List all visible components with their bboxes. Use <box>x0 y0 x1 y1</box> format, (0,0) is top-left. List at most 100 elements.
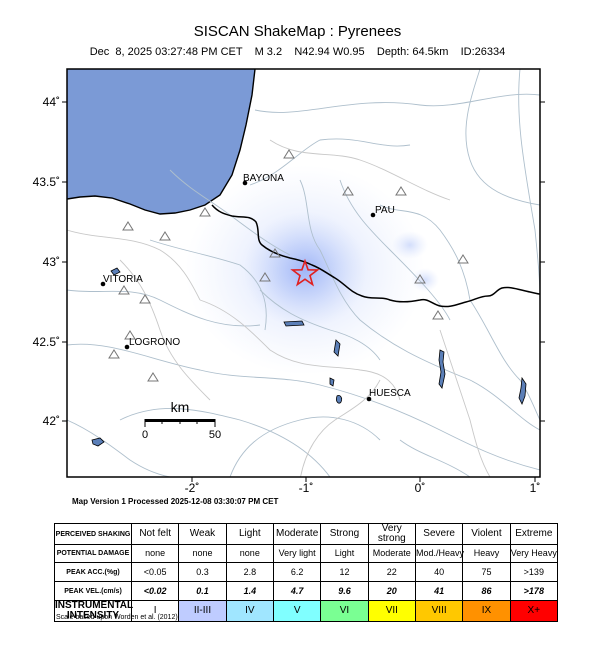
instrumental-intensity-row: INSTRUMENTAL INTENSITY I II-III IV V VI VII VII… <box>54 600 559 622</box>
station-triangle <box>414 274 426 284</box>
legend-cell: Very strong <box>367 523 416 545</box>
intensity-cell: VI <box>320 600 369 622</box>
city-marker <box>242 180 248 186</box>
map-frame <box>66 68 541 478</box>
legend-cell: Mod./Heavy <box>414 544 464 563</box>
city-label-huesca: HUESCA <box>369 388 411 399</box>
coastline <box>67 69 256 215</box>
intensity-cell: IX <box>462 600 511 622</box>
legend-cell: Extreme <box>509 523 559 545</box>
lon-label: 0˚ <box>415 481 426 495</box>
station-triangle <box>457 254 469 264</box>
lake <box>336 395 343 404</box>
legend-cell: Weak <box>178 523 227 545</box>
station-triangle <box>283 149 295 159</box>
city-marker <box>370 212 376 218</box>
shaking-patch <box>411 268 439 292</box>
intensity-cell: II-III <box>178 600 227 622</box>
lat-label: 42.5˚ <box>33 335 60 349</box>
station-triangle <box>199 207 211 217</box>
shaking-patch <box>392 231 428 259</box>
lat-label: 43˚ <box>43 255 60 269</box>
perceived-shaking-row: PERCEIVED SHAKING Not felt Weak Light Modera… <box>54 523 559 545</box>
national-border <box>211 204 540 308</box>
cities: BAYONA PAU VITORIA LOGRONO HUESCA <box>100 173 411 402</box>
station-triangle <box>139 294 151 304</box>
scale-min-label: 0 <box>142 429 148 441</box>
legend-cell: 75 <box>462 562 511 582</box>
seismic-stations <box>108 149 469 382</box>
lat-ticks <box>62 101 545 422</box>
map-version: Map Version 1 Processed 2025-12-08 03:30… <box>72 497 279 506</box>
station-triangle <box>147 372 159 382</box>
reservoir <box>518 376 527 405</box>
lat-label: 44˚ <box>43 95 60 109</box>
reservoir <box>329 377 335 387</box>
peak-acc-row: PEAK ACC.(%g) <0.05 0.3 2.8 6.2 12 22 40 75 >139 <box>54 562 559 582</box>
lon-label: -1˚ <box>299 481 314 495</box>
legend-cell: 22 <box>367 562 416 582</box>
legend-cell: none <box>225 544 274 563</box>
station-triangle <box>395 186 407 196</box>
station-triangle <box>342 186 354 196</box>
intensity-cell: X+ <box>509 600 559 622</box>
legend-cell: 9.6 <box>320 581 369 601</box>
station-triangle <box>124 330 136 340</box>
intensity-cell: V <box>272 600 322 622</box>
city-marker <box>366 396 372 402</box>
lat-label: 42˚ <box>43 414 60 428</box>
legend-cell: Very light <box>272 544 322 563</box>
legend-cell: Severe <box>414 523 464 545</box>
legend-cell: 86 <box>462 581 511 601</box>
legend-cell: 1.4 <box>225 581 274 601</box>
shakemap: BAYONA PAU VITORIA LOGRONO HUESCA km 0 5… <box>33 68 545 495</box>
lon-label: 1˚ <box>530 481 541 495</box>
lon-ticks <box>191 477 536 482</box>
scale-max-label: 50 <box>209 429 221 441</box>
legend-cell: <0.05 <box>130 562 180 582</box>
legend-row-header: PERCEIVED SHAKING <box>54 523 132 545</box>
intensity-cell: VII <box>367 600 416 622</box>
station-triangle <box>432 310 444 320</box>
lake <box>283 320 305 327</box>
intensity-cell: VIII <box>414 600 464 622</box>
lon-label: -2˚ <box>185 481 200 495</box>
event-info: Dec 8, 2025 03:27:48 PM CET M 3.2 N42.94… <box>89 46 506 58</box>
legend-cell: Not felt <box>130 523 180 545</box>
city-label-vitoria: VITORIA <box>103 274 143 285</box>
intensity-legend: PERCEIVED SHAKING Not felt Weak Light Modera… <box>54 523 559 622</box>
legend-cell: Heavy <box>462 544 511 563</box>
station-triangle <box>159 231 171 241</box>
legend-cell: 2.8 <box>225 562 274 582</box>
city-label-bayona: BAYONA <box>243 173 284 184</box>
reservoir <box>438 349 446 389</box>
legend-cell: Strong <box>320 523 369 545</box>
station-triangle <box>259 272 271 282</box>
lat-label: 43.5˚ <box>33 175 60 189</box>
legend-cell: none <box>178 544 227 563</box>
shaking-core <box>243 212 367 328</box>
scale-note: Scale based upon Worden et al. (2012) <box>56 614 178 621</box>
legend-row-header: POTENTIAL DAMAGE <box>54 544 132 563</box>
legend-cell: none <box>130 544 180 563</box>
station-triangle <box>108 349 120 359</box>
legend-cell: Light <box>320 544 369 563</box>
legend-row-header: INSTRUMENTAL INTENSITY <box>54 600 134 622</box>
legend-cell: <0.02 <box>130 581 180 601</box>
reservoir <box>333 339 341 357</box>
city-marker <box>100 281 106 287</box>
epicenter-star-icon <box>290 258 320 287</box>
legend-cell: 6.2 <box>272 562 322 582</box>
legend-cell: >178 <box>509 581 559 601</box>
station-triangle <box>269 248 281 258</box>
legend-row-header: PEAK ACC.(%g) <box>54 562 132 582</box>
city-label-pau: PAU <box>375 205 395 216</box>
legend-row-header: PEAK VEL.(cm/s) <box>54 581 132 601</box>
legend-cell: Violent <box>462 523 511 545</box>
legend-cell: Moderate <box>272 523 322 545</box>
potential-damage-row: POTENTIAL DAMAGE none none none Very light Li… <box>54 544 559 563</box>
peak-vel-row: PEAK VEL.(cm/s) <0.02 0.1 1.4 4.7 9.6 20 41 86 >1… <box>54 581 559 601</box>
map-title: SISCAN ShakeMap : Pyrenees <box>193 23 402 40</box>
legend-cell: Light <box>225 523 274 545</box>
station-triangle <box>118 285 130 295</box>
